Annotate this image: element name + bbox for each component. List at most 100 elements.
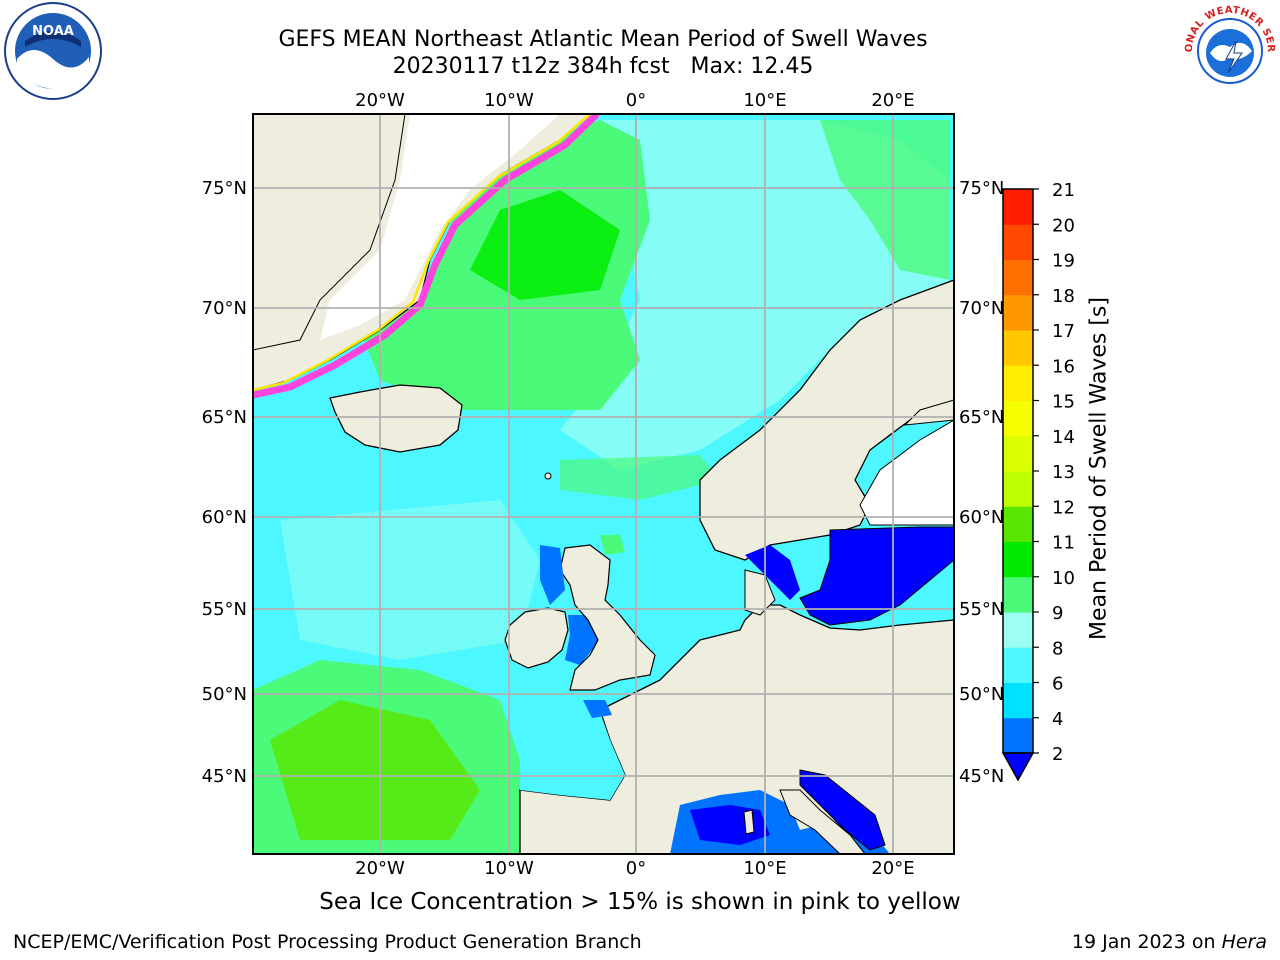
- denmark-land: [744, 569, 776, 616]
- baltic-sea: [799, 526, 954, 626]
- colorbar-tick-label: 12: [1052, 497, 1075, 518]
- colorbar-tick-label: 18: [1052, 286, 1075, 307]
- lon-labels-top: 20°W 10°W 0° 10°E 20°E: [355, 90, 914, 111]
- lat-label: 75°N: [959, 178, 1004, 199]
- colorbar-tick-label: 16: [1052, 356, 1075, 377]
- colorbar-tick-label: 8: [1052, 638, 1063, 659]
- footer-organization: NCEP/EMC/Verification Post Processing Pr…: [13, 931, 642, 953]
- italy-land: [779, 789, 866, 854]
- lon-label: 20°E: [871, 858, 914, 879]
- swell-9-10-patch-mid: [560, 455, 720, 500]
- lat-label: 60°N: [959, 507, 1004, 528]
- lat-label: 70°N: [959, 298, 1004, 319]
- lon-label: 10°E: [743, 858, 786, 879]
- colorbar-segment: [1003, 365, 1033, 401]
- lon-label: 10°W: [484, 90, 534, 111]
- lat-label: 65°N: [959, 407, 1004, 428]
- colorbar-segment: [1003, 294, 1033, 331]
- colorbar-segment: [1003, 612, 1033, 648]
- graticule: [253, 114, 954, 854]
- iceland-land: [329, 384, 463, 453]
- swell-8-9-region-south: [280, 500, 540, 660]
- lat-labels-right: 75°N 70°N 65°N 60°N 55°N 50°N 45°N: [959, 178, 1004, 787]
- lat-label: 50°N: [959, 684, 1004, 705]
- sea-ice-edge-yellow: [253, 114, 591, 392]
- colorbar-tick-label: 14: [1052, 427, 1075, 448]
- lat-label: 45°N: [959, 766, 1004, 787]
- colorbar-tick-label: 9: [1052, 603, 1063, 624]
- lon-label: 20°W: [355, 858, 405, 879]
- colorbar: 2 4 6 8 9 10 11 12 13 14 15 16 17 18 19 20 21: [1001, 180, 1075, 782]
- lat-label: 60°N: [202, 507, 247, 528]
- faroe-islands: [544, 472, 552, 480]
- footer-date: 19 Jan 2023 on Hera: [1072, 931, 1267, 953]
- lon-label: 0°: [626, 90, 646, 111]
- colorbar-segment: [1003, 435, 1033, 472]
- great-britain-land: [559, 544, 656, 691]
- corsica-land: [743, 809, 755, 835]
- hebrides-blue: [540, 545, 565, 605]
- colorbar-segment: [1003, 189, 1033, 225]
- adriatic-sea: [799, 769, 886, 851]
- colorbar-tick-label: 20: [1052, 215, 1075, 236]
- lon-label: 10°W: [484, 858, 534, 879]
- lon-label: 20°E: [871, 90, 914, 111]
- colorbar-tick-label: 6: [1052, 674, 1063, 695]
- swell-10-11-patch-north: [470, 190, 620, 300]
- title-line-1: GEFS MEAN Northeast Atlantic Mean Period…: [278, 27, 928, 52]
- colorbar-label: Mean Period of Swell Waves [s]: [1086, 297, 1112, 640]
- colorbar-segment: [1003, 717, 1033, 754]
- gulf-of-bothnia: [859, 419, 954, 526]
- title-line-2: 20230117 t12z 384h fcst Max: 12.45: [392, 54, 814, 79]
- colorbar-tick-label: 13: [1052, 462, 1075, 483]
- biscay-inner: [583, 700, 612, 718]
- colorbar-tick-label: 21: [1052, 180, 1075, 201]
- skagerrak: [745, 545, 800, 600]
- map-frame: [252, 113, 955, 855]
- scandinavia-land: [699, 279, 954, 561]
- colorbar-segment: [1003, 647, 1033, 683]
- lon-labels-bottom: 20°W 10°W 0° 10°E 20°E: [355, 858, 914, 879]
- nws-logo: NATIONAL WEATHER SERVICE: [1180, 1, 1278, 99]
- swell-9-10-region-northeast: [820, 120, 950, 280]
- bay-of-biscay: [520, 710, 625, 800]
- lat-label: 70°N: [202, 298, 247, 319]
- lat-label: 55°N: [959, 599, 1004, 620]
- footer-machine: Hera: [1221, 931, 1267, 953]
- lat-label: 55°N: [202, 599, 247, 620]
- colorbar-tick-label: 11: [1052, 533, 1075, 554]
- colorbar-segment: [1003, 224, 1033, 260]
- colorbar-tick-label: 17: [1052, 321, 1075, 342]
- greenland-coast-interior: [253, 114, 406, 351]
- colorbar-tick-label: 10: [1052, 568, 1075, 589]
- colorbar-tick-label: 19: [1052, 251, 1075, 272]
- footer-date-text: 19 Jan 2023 on: [1071, 931, 1222, 953]
- map-area: [253, 114, 954, 854]
- colorbar-segment: [1003, 541, 1033, 578]
- lat-label: 50°N: [202, 684, 247, 705]
- colorbar-segment: [1003, 576, 1033, 613]
- finland-land: [903, 399, 954, 426]
- lat-label: 65°N: [202, 407, 247, 428]
- colorbar-tick-label: 2: [1052, 744, 1063, 765]
- svg-text:NOAA: NOAA: [32, 24, 74, 39]
- lat-labels-left: 75°N 70°N 65°N 60°N 55°N 50°N 45°N: [202, 178, 247, 787]
- swell-10-12-patch-southwest: [270, 700, 480, 840]
- colorbar-segment: [1003, 471, 1033, 507]
- mediterranean-deep-blue: [690, 805, 770, 845]
- colorbar-segment: [1003, 506, 1033, 542]
- colorbar-segment: [1003, 259, 1033, 296]
- colorbar-segment: [1003, 330, 1033, 366]
- lon-label: 20°W: [355, 90, 405, 111]
- lat-label: 45°N: [202, 766, 247, 787]
- colorbar-tick-label: 15: [1052, 392, 1075, 413]
- north-sea-green-patch: [600, 535, 625, 555]
- swell-7-8-region: [560, 120, 950, 470]
- lat-label: 75°N: [202, 178, 247, 199]
- noaa-logo: NOAA: [4, 2, 102, 100]
- colorbar-segment: [1003, 400, 1033, 437]
- lon-label: 0°: [626, 858, 646, 879]
- lon-label: 10°E: [743, 90, 786, 111]
- colorbar-underflow-arrow: [1001, 752, 1035, 782]
